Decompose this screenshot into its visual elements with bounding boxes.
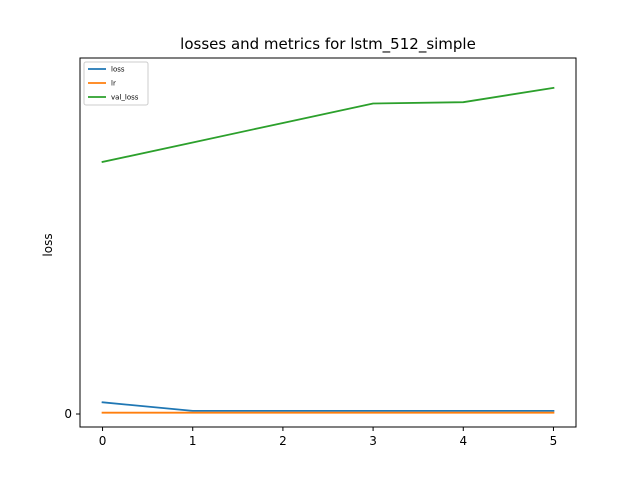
series-line-val-loss <box>101 86 555 164</box>
plot-frame <box>79 57 577 428</box>
legend-label-val-loss: val_loss <box>111 94 139 102</box>
x-tick-label: 4 <box>459 434 467 448</box>
legend-label-lr: lr <box>111 80 116 88</box>
series-line-loss <box>101 401 555 412</box>
legend-box <box>83 61 149 106</box>
chart-title: losses and metrics for lstm_512_simple <box>180 35 476 54</box>
legend-label-loss: loss <box>111 66 125 74</box>
x-tick-label: 2 <box>279 434 287 448</box>
y-axis-label: loss <box>41 233 55 256</box>
ticks-layer: 0 1 2 3 4 5 0 <box>64 407 557 448</box>
series-layer <box>101 86 555 414</box>
y-tick-label: 0 <box>64 407 72 421</box>
x-tick-label: 3 <box>369 434 377 448</box>
legend: loss lr val_loss <box>83 61 149 106</box>
x-tick-label: 1 <box>189 434 197 448</box>
x-tick-label: 0 <box>99 434 107 448</box>
x-tick-label: 5 <box>550 434 558 448</box>
